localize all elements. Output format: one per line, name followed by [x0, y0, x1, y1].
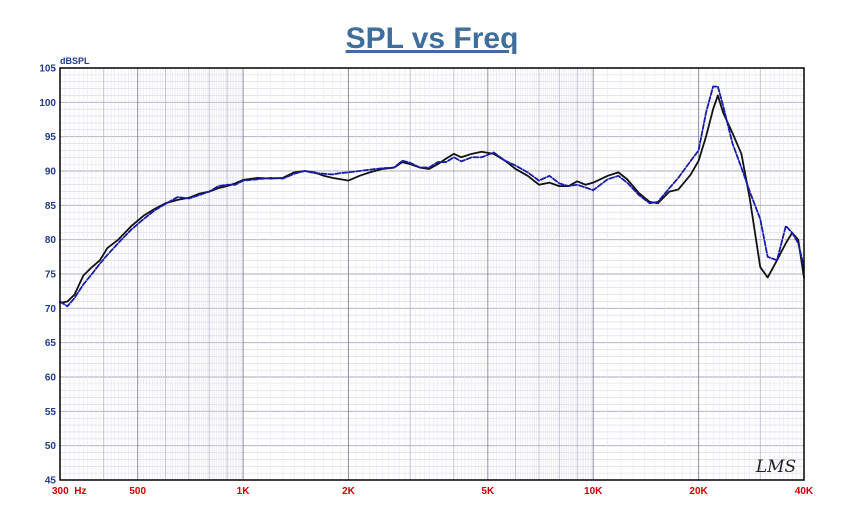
chart-title: SPL vs Freq [346, 22, 519, 55]
y-axis-unit-label: dBSPL [60, 56, 90, 66]
y-tick-label: 80 [45, 235, 57, 246]
series-layer [59, 85, 805, 308]
x-tick-label: 40K [795, 486, 814, 497]
y-tick-label: 95 [45, 132, 57, 143]
y-tick-labels: 105 100 95 90 85 80 75 70 65 60 55 50 45 [39, 64, 56, 487]
x-tick-label: 500 [129, 486, 146, 497]
x-tick-label: 20K [689, 486, 708, 497]
x-tick-label: 10K [584, 486, 603, 497]
y-tick-label: 55 [45, 407, 57, 418]
x-tick-labels: 300 Hz 500 1K 2K 5K 10K 20K 40K [52, 486, 814, 497]
y-tick-label: 65 [45, 338, 57, 349]
grid-lines [59, 67, 805, 481]
y-tick-label: 50 [45, 441, 57, 452]
x-tick-label: 2K [342, 486, 356, 497]
x-tick-label: 1K [237, 486, 251, 497]
watermark-logo: LMS [755, 457, 796, 477]
plot-frame [59, 67, 805, 481]
y-tick-label: 70 [45, 304, 57, 315]
y-tick-label: 75 [45, 270, 57, 281]
y-tick-label: 60 [45, 373, 57, 384]
y-tick-label: 105 [39, 64, 56, 75]
x-tick-label: 300 Hz [52, 486, 86, 497]
y-tick-label: 85 [45, 201, 57, 212]
x-tick-label: 5K [481, 486, 495, 497]
y-tick-label: 90 [45, 167, 57, 178]
y-tick-label: 100 [39, 98, 56, 109]
y-tick-label: 45 [45, 476, 57, 487]
series-line-2 [59, 85, 805, 308]
